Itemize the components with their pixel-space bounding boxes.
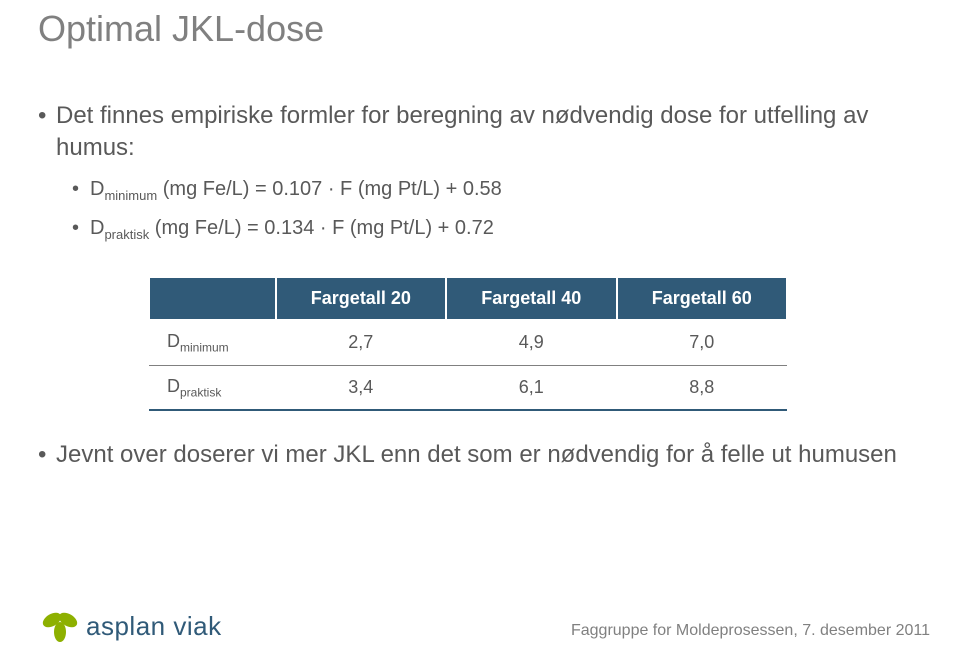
bullet-1-text: Det finnes empiriske formler for beregni…	[56, 100, 918, 164]
formula-rest: (mg Fe/L) = 0.134 · F (mg Pt/L) + 0.72	[149, 217, 494, 239]
row-label-pre: D	[167, 331, 180, 351]
formula-sub: minimum	[104, 188, 157, 203]
cell: 7,0	[617, 320, 788, 365]
table-row: Dminimum 2,7 4,9 7,0	[149, 320, 787, 365]
sub-bullet-2-text: Dpraktisk (mg Fe/L) = 0.134 · F (mg Pt/L…	[90, 215, 494, 248]
th-fargetall-40: Fargetall 40	[446, 277, 616, 320]
logo-text: asplan viak	[86, 611, 222, 642]
bullet-dot: •	[72, 176, 80, 202]
th-fargetall-20: Fargetall 20	[276, 277, 446, 320]
cell: 3,4	[276, 365, 446, 410]
footer-text: Faggruppe for Moldeprosessen, 7. desembe…	[571, 622, 930, 640]
row-label-sub: praktisk	[180, 385, 221, 399]
content-area: • Det finnes empiriske formler for bereg…	[38, 100, 918, 471]
row-label: Dminimum	[149, 320, 276, 365]
cell: 8,8	[617, 365, 788, 410]
row-label-pre: D	[167, 376, 180, 396]
cell: 6,1	[446, 365, 616, 410]
bullet-2-text: Jevnt over doserer vi mer JKL enn det so…	[56, 439, 897, 471]
page-title: Optimal JKL-dose	[38, 8, 324, 50]
cell: 2,7	[276, 320, 446, 365]
sub-bullet-1: • Dminimum (mg Fe/L) = 0.107 · F (mg Pt/…	[72, 176, 918, 209]
table: Fargetall 20 Fargetall 40 Fargetall 60 D…	[148, 276, 788, 411]
th-empty	[149, 277, 276, 320]
logo: asplan viak	[38, 602, 222, 642]
th-fargetall-60: Fargetall 60	[617, 277, 788, 320]
table-header-row: Fargetall 20 Fargetall 40 Fargetall 60	[149, 277, 787, 320]
bullet-dot: •	[38, 100, 46, 132]
dose-table: Fargetall 20 Fargetall 40 Fargetall 60 D…	[148, 276, 788, 411]
bullet-2: • Jevnt over doserer vi mer JKL enn det …	[38, 439, 918, 471]
row-label: Dpraktisk	[149, 365, 276, 410]
formula-d: D	[90, 178, 104, 200]
cell: 4,9	[446, 320, 616, 365]
logo-icon	[38, 602, 82, 642]
formula-sub: praktisk	[104, 227, 149, 242]
sub-bullet-2: • Dpraktisk (mg Fe/L) = 0.134 · F (mg Pt…	[72, 215, 918, 248]
bullet-dot: •	[38, 439, 46, 471]
bullet-dot: •	[72, 215, 80, 241]
sub-bullet-1-text: Dminimum (mg Fe/L) = 0.107 · F (mg Pt/L)…	[90, 176, 502, 209]
formula-rest: (mg Fe/L) = 0.107 · F (mg Pt/L) + 0.58	[157, 178, 502, 200]
formula-d: D	[90, 217, 104, 239]
slide: Optimal JKL-dose • Det finnes empiriske …	[0, 0, 960, 658]
bullet-1: • Det finnes empiriske formler for bereg…	[38, 100, 918, 164]
row-label-sub: minimum	[180, 341, 229, 355]
table-row: Dpraktisk 3,4 6,1 8,8	[149, 365, 787, 410]
